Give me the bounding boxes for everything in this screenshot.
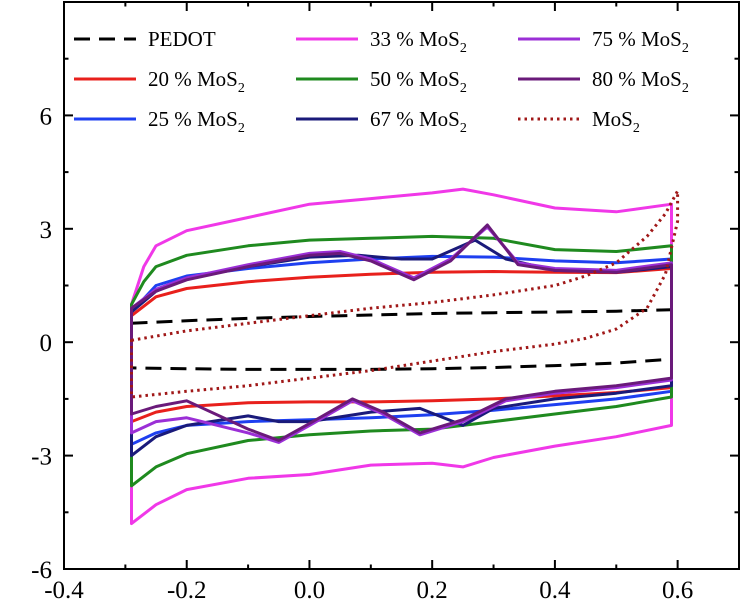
- legend-label: 67 % MoS2: [370, 107, 467, 136]
- x-tick-label: 0.0: [294, 577, 325, 604]
- x-tick-label: 0.6: [662, 577, 693, 604]
- y-tick-labels: -6 -3 0 3 6: [31, 103, 52, 584]
- y-tick-label: 3: [40, 217, 53, 244]
- series-line-3: [130, 187, 673, 526]
- series-line-7: [130, 223, 673, 442]
- legend-label: 75 % MoS2: [592, 27, 689, 56]
- plot-curves: [130, 187, 680, 526]
- y-tick-label: 0: [40, 330, 53, 357]
- legend-label: 25 % MoS2: [148, 107, 245, 136]
- legend-label: 50 % MoS2: [370, 67, 467, 96]
- legend-label: 80 % MoS2: [592, 67, 689, 96]
- series-line-5: [130, 238, 673, 458]
- x-tick-label: 0.2: [417, 577, 448, 604]
- x-tick-label: -0.2: [167, 577, 207, 604]
- series-line-0: [131, 308, 673, 371]
- y-tick-label: -6: [31, 557, 52, 584]
- y-tick-label: -3: [31, 444, 52, 471]
- y-tick-label: 6: [40, 103, 53, 130]
- series-line-8: [130, 189, 680, 399]
- x-tick-label: 0.4: [539, 577, 571, 604]
- x-tick-label: -0.4: [44, 577, 84, 604]
- series-line-6: [130, 225, 673, 444]
- axis-ticks: [63, 2, 739, 570]
- legend-label: 33 % MoS2: [370, 27, 467, 56]
- legend-label: 20 % MoS2: [148, 67, 245, 96]
- legend: PEDOT 33 % MoS2 75 % MoS2 20 % MoS2 50 % MoS…: [74, 27, 689, 136]
- series-line-1: [130, 267, 673, 424]
- legend-label: PEDOT: [148, 27, 216, 51]
- legend-label: MoS2: [592, 107, 640, 136]
- x-tick-labels: -0.4 -0.2 0.0 0.2 0.4 0.6: [44, 577, 693, 604]
